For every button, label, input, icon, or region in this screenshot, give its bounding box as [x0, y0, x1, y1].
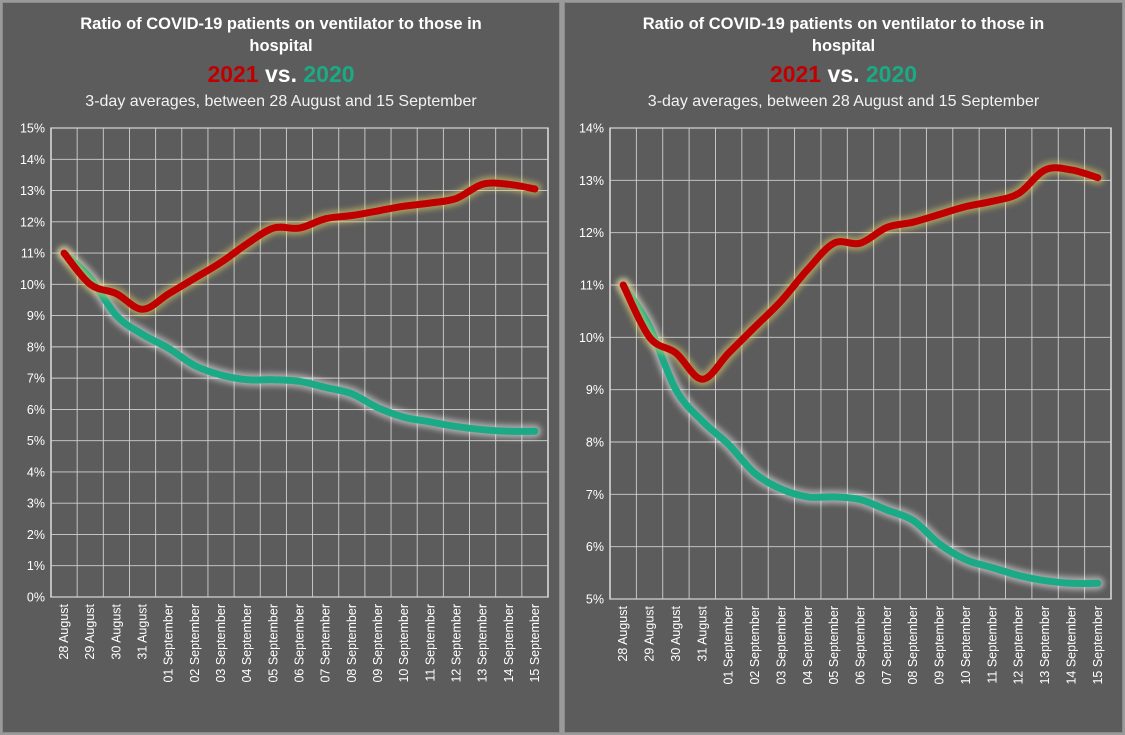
series-line-2021	[619, 164, 1102, 383]
x-tick-label: 14 September	[502, 604, 516, 683]
y-tick-label: 12%	[20, 215, 45, 229]
x-tick-label: 07 September	[319, 604, 333, 683]
x-tick-label: 05 September	[827, 606, 841, 685]
y-tick-label: 13%	[579, 174, 604, 188]
plot-area: 0% 1% 2% 3% 4% 5% 6% 7% 8% 9% 10% 11% 12% 13% 14% 15% 28…	[20, 122, 549, 683]
x-tick-label: 08 September	[345, 604, 359, 683]
x-tick-label: 06 September	[854, 606, 868, 685]
x-tick-label: 02 September	[748, 606, 762, 685]
chart-subtitle: 3-day averages, between 28 August and 15…	[647, 93, 1040, 110]
x-tick-label: 02 September	[188, 604, 202, 683]
chart-panel-right: Ratio of COVID-19 patients on ventilator…	[564, 2, 1123, 733]
chart-title-line-1: Ratio of COVID-19 patients on ventilator…	[642, 15, 1045, 33]
y-tick-label: 5%	[27, 434, 45, 448]
x-tick-label: 01 September	[162, 604, 176, 683]
series-glow-2020	[57, 246, 542, 438]
x-tick-label: 10 September	[397, 604, 411, 683]
comparison-vs: vs.	[827, 61, 860, 87]
series-glow-2021	[57, 176, 542, 316]
series-glow-2021	[616, 161, 1105, 386]
x-tick-label: 10 September	[959, 606, 973, 685]
y-tick-label: 14%	[579, 122, 604, 136]
x-tick-label: 09 September	[371, 604, 385, 683]
x-tick-label: 28 August	[57, 603, 71, 659]
x-tick-label: 13 September	[476, 604, 490, 683]
y-tick-label: 10%	[20, 278, 45, 292]
chart-title: Ratio of COVID-19 patients on ventilator…	[565, 13, 1122, 57]
y-tick-label: 0%	[27, 591, 45, 605]
x-tick-label: 15 September	[528, 604, 542, 683]
y-tick-label: 9%	[27, 309, 45, 323]
comparison-year-2021: 2021	[769, 61, 822, 87]
x-tick-label: 09 September	[933, 606, 947, 685]
comparison-heading: 2021 vs. 2020	[3, 61, 559, 87]
y-tick-label: 10%	[579, 331, 604, 345]
x-tick-label: 31 August	[136, 603, 150, 659]
y-tick-label: 12%	[579, 226, 604, 240]
x-tick-label: 05 September	[266, 604, 280, 683]
x-tick-label: 07 September	[880, 606, 894, 685]
y-tick-label: 2%	[27, 528, 45, 542]
x-tick-label: 29 August	[643, 605, 657, 661]
x-tick-label: 06 September	[293, 604, 307, 683]
y-tick-label: 3%	[27, 497, 45, 511]
chart-subtitle: 3-day averages, between 28 August and 15…	[85, 93, 477, 110]
x-tick-label: 08 September	[906, 606, 920, 685]
x-tick-label: 13 September	[1038, 606, 1052, 685]
y-tick-label: 8%	[586, 436, 604, 450]
y-tick-label: 7%	[27, 372, 45, 386]
x-tick-label: 04 September	[801, 606, 815, 685]
series-line-2021	[60, 179, 539, 313]
chart-title-line-1: Ratio of COVID-19 patients on ventilator…	[80, 15, 482, 33]
x-tick-label: 12 September	[449, 604, 463, 683]
y-tick-label: 4%	[27, 465, 45, 479]
x-tick-label: 11 September	[985, 606, 999, 684]
x-tick-label: 01 September	[722, 606, 736, 685]
x-tick-label: 28 August	[616, 605, 630, 661]
x-tick-label: 31 August	[695, 605, 709, 661]
series-line-2020	[60, 249, 539, 435]
x-tick-label: 11 September	[423, 604, 437, 682]
x-tick-label: 14 September	[1064, 606, 1078, 685]
comparison-year-2020: 2020	[865, 61, 918, 87]
y-tick-label: 13%	[20, 184, 45, 198]
comparison-heading: 2021 vs. 2020	[565, 61, 1122, 87]
x-tick-label: 30 August	[109, 603, 123, 659]
x-tick-label: 04 September	[240, 604, 254, 683]
x-tick-label: 03 September	[214, 604, 228, 683]
series-line-2020	[619, 281, 1102, 587]
y-tick-label: 6%	[586, 540, 604, 554]
y-tick-label: 11%	[580, 279, 604, 293]
y-tick-label: 1%	[27, 559, 45, 573]
y-tick-label: 9%	[586, 383, 604, 397]
series-glow-2020	[616, 278, 1105, 590]
chart-panel-left: Ratio of COVID-19 patients on ventilator…	[2, 2, 560, 733]
y-tick-label: 15%	[20, 122, 45, 136]
x-tick-label: 03 September	[774, 606, 788, 685]
x-tick-label: 12 September	[1012, 606, 1026, 685]
chart-title-line-2: hospital	[249, 37, 313, 55]
chart-title: Ratio of COVID-19 patients on ventilator…	[3, 13, 559, 57]
y-tick-label: 8%	[27, 340, 45, 354]
y-tick-label: 11%	[21, 247, 45, 261]
plot-area: 5% 6% 7% 8% 9% 10% 11% 12% 13% 14% 28 August 29 Aug…	[579, 122, 1112, 685]
plot-frame	[50, 127, 549, 598]
comparison-vs: vs.	[265, 61, 297, 87]
x-tick-label: 15 September	[1091, 606, 1105, 685]
y-tick-label: 14%	[20, 153, 45, 167]
comparison-year-2021: 2021	[207, 61, 259, 87]
comparison-year-2020: 2020	[303, 61, 355, 87]
y-tick-label: 7%	[586, 488, 604, 502]
x-tick-label: 29 August	[83, 603, 97, 659]
y-tick-label: 5%	[586, 593, 604, 607]
x-tick-label: 30 August	[669, 605, 683, 661]
y-tick-label: 6%	[27, 403, 45, 417]
chart-title-line-2: hospital	[811, 37, 876, 55]
